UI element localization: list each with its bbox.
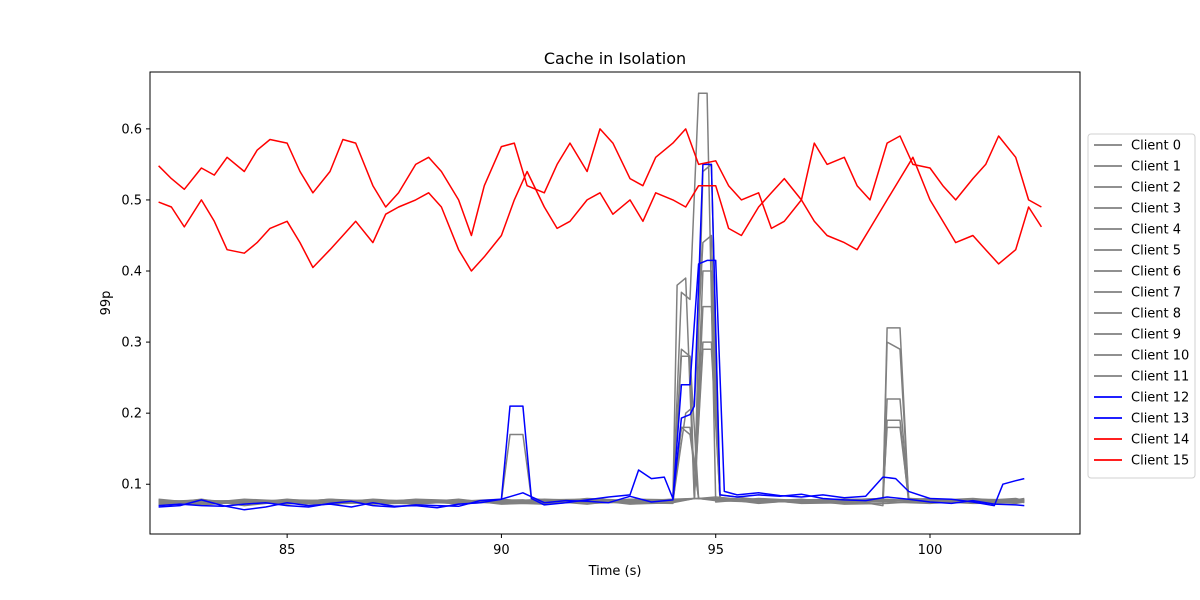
- legend-entry-label: Client 15: [1131, 454, 1189, 469]
- x-tick-label: 85: [279, 543, 296, 558]
- y-tick-label: 0.5: [121, 193, 142, 208]
- series-line-client-5: [158, 305, 1025, 505]
- plot-series-group: [158, 92, 1043, 511]
- x-tick-label: 90: [493, 543, 510, 558]
- legend-entry-label: Client 11: [1131, 370, 1189, 385]
- legend-entry-label: Client 5: [1131, 244, 1181, 259]
- series-line-client-6: [158, 234, 1025, 505]
- legend-box: [1087, 133, 1196, 479]
- x-axis: 85 90 95 100: [279, 534, 943, 558]
- legend-entry-label: Client 6: [1131, 265, 1181, 280]
- x-axis-label: Time (s): [588, 564, 642, 579]
- legend-entry-label: Client 12: [1131, 391, 1189, 406]
- series-line-client-13: [158, 163, 1025, 508]
- x-tick-label: 95: [707, 543, 724, 558]
- x-tick-label: 100: [918, 543, 943, 558]
- series-line-client-15: [158, 156, 1043, 272]
- series-line-client-9: [158, 270, 1025, 505]
- legend-entry-label: Client 7: [1131, 286, 1181, 301]
- legend-entry-label: Client 1: [1131, 160, 1181, 175]
- legend-entry-label: Client 10: [1131, 349, 1189, 364]
- series-line-client-0: [158, 348, 1025, 504]
- chart-title: Cache in Isolation: [544, 49, 686, 68]
- series-line-client-11: [158, 348, 1025, 505]
- legend-entry-label: Client 14: [1131, 433, 1189, 448]
- plot-frame: [149, 71, 1081, 535]
- y-tick-label: 0.4: [121, 265, 142, 280]
- legend: Client 0 Client 1 Client 2 Client 3 Client 4…: [1087, 133, 1196, 479]
- series-line-client-14: [158, 128, 1042, 237]
- y-axis: 0.1 0.2 0.3 0.4 0.5 0.6: [121, 122, 150, 493]
- y-axis-label: 99p: [99, 291, 114, 316]
- series-line-client-3: [158, 163, 1025, 505]
- y-tick-label: 0.3: [121, 336, 142, 351]
- series-line-client-8: [158, 398, 1025, 506]
- legend-entry-label: Client 13: [1131, 412, 1189, 427]
- y-tick-label: 0.6: [121, 122, 142, 137]
- legend-entry-label: Client 2: [1131, 181, 1181, 196]
- legend-entry-label: Client 3: [1131, 202, 1181, 217]
- legend-entry-label: Client 9: [1131, 328, 1181, 343]
- legend-entry-label: Client 0: [1131, 139, 1181, 154]
- series-line-client-4: [158, 426, 1025, 505]
- series-line-client-10: [158, 355, 1025, 506]
- y-tick-label: 0.2: [121, 407, 142, 422]
- legend-entry-label: Client 4: [1131, 223, 1181, 238]
- y-tick-label: 0.1: [121, 478, 142, 493]
- series-line-client-2: [158, 277, 1025, 507]
- series-line-client-12: [158, 259, 1025, 511]
- legend-entry-label: Client 8: [1131, 307, 1181, 322]
